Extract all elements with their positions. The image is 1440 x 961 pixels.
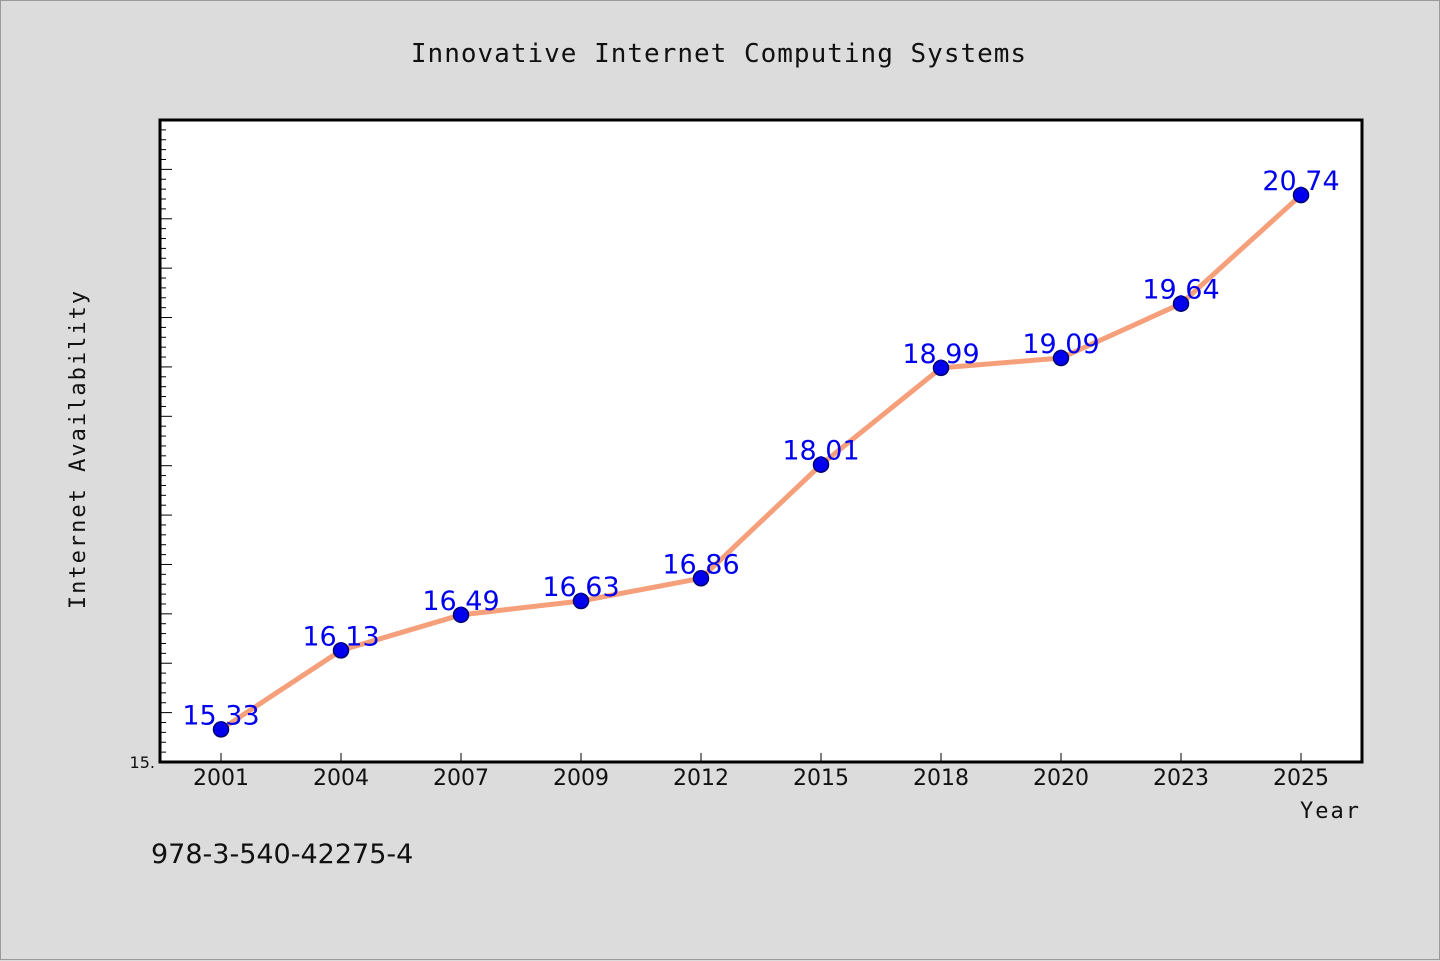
data-label: 16.13 — [302, 621, 379, 652]
data-point — [572, 592, 590, 610]
x-tick-label: 2020 — [1033, 766, 1089, 791]
data-label: 19.64 — [1142, 275, 1219, 306]
data-label: 16.63 — [542, 572, 619, 603]
x-tick-label: 2023 — [1153, 766, 1209, 791]
x-tick-label: 2012 — [673, 766, 729, 791]
series-line — [218, 192, 1304, 732]
data-label: 16.86 — [662, 549, 739, 580]
y-axis-title: Internet Availability — [66, 289, 91, 609]
data-label: 18.01 — [782, 436, 859, 467]
data-point — [812, 456, 830, 473]
x-tick-label: 2001 — [193, 766, 249, 791]
x-tick-label: 2025 — [1273, 766, 1329, 791]
data-markers — [212, 186, 1310, 738]
data-label: 19.09 — [1022, 329, 1099, 360]
x-tick-label: 2018 — [913, 766, 969, 791]
x-tick-label: 2015 — [793, 766, 849, 791]
data-point — [1172, 295, 1190, 312]
footnote-isbn: 978-3-540-42275-4 — [151, 839, 413, 870]
y-axis-ticks — [160, 119, 172, 753]
plot-area — [158, 118, 1364, 764]
y-axis-min-label: 15. — [130, 753, 155, 772]
data-label: 16.49 — [422, 586, 499, 617]
data-label: 15.33 — [182, 700, 259, 731]
x-axis-tick-labels: 2001 2004 2007 2009 2012 2015 2018 2020 2023 2025 — [193, 766, 1329, 791]
data-point — [1052, 349, 1070, 367]
data-labels: 15.33 16.13 16.49 16.63 16.86 18.01 18.99 19.09… — [182, 166, 1339, 731]
x-axis-title: Year — [1300, 799, 1361, 824]
data-point — [692, 570, 710, 587]
data-point — [932, 359, 950, 377]
data-point — [1292, 186, 1310, 204]
x-tick-label: 2007 — [433, 766, 489, 791]
data-point — [212, 721, 230, 738]
x-tick-label: 2009 — [553, 766, 609, 791]
data-point — [452, 606, 470, 624]
data-label: 20.74 — [1262, 166, 1339, 197]
x-tick-label: 2004 — [313, 766, 369, 791]
data-label: 18.99 — [902, 339, 979, 370]
data-point — [332, 642, 350, 659]
chart-title: Innovative Internet Computing Systems — [411, 39, 1027, 69]
x-axis-ticks — [220, 753, 1302, 762]
